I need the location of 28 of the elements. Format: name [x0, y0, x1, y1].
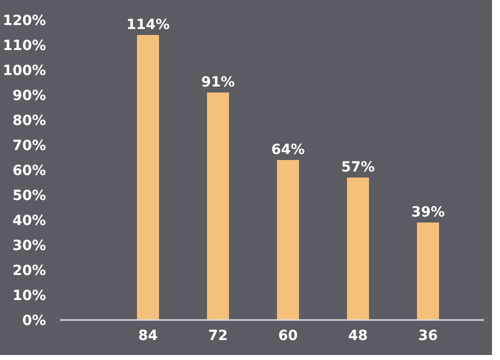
data-label: 91% [201, 74, 235, 90]
data-label: 64% [271, 142, 305, 158]
y-tick-label: 10% [12, 288, 46, 304]
y-tick-label: 20% [12, 262, 46, 279]
y-tick-label: 40% [12, 212, 46, 229]
bar [277, 160, 299, 320]
data-label: 57% [341, 160, 375, 176]
bar [417, 222, 439, 320]
y-tick-label: 90% [12, 88, 46, 104]
y-tick-label: 60% [12, 162, 46, 179]
bar [137, 35, 159, 320]
x-tick-label: 72 [208, 328, 228, 344]
y-tick-label: 100% [2, 62, 46, 79]
x-tick-label: 84 [138, 328, 158, 344]
y-tick-label: 120% [2, 12, 46, 29]
y-tick-label: 0% [22, 312, 46, 329]
x-tick-label: 48 [348, 328, 368, 344]
y-tick-label: 30% [12, 238, 46, 254]
bar [207, 92, 229, 320]
y-tick-label: 110% [2, 38, 46, 54]
data-label: 114% [126, 17, 170, 33]
y-tick-label: 50% [12, 188, 46, 204]
x-tick-label: 36 [418, 328, 438, 344]
bar [347, 178, 369, 320]
x-tick-label: 60 [278, 328, 298, 344]
y-tick-label: 80% [12, 112, 46, 129]
data-label: 39% [411, 204, 445, 220]
y-tick-label: 70% [12, 138, 46, 154]
